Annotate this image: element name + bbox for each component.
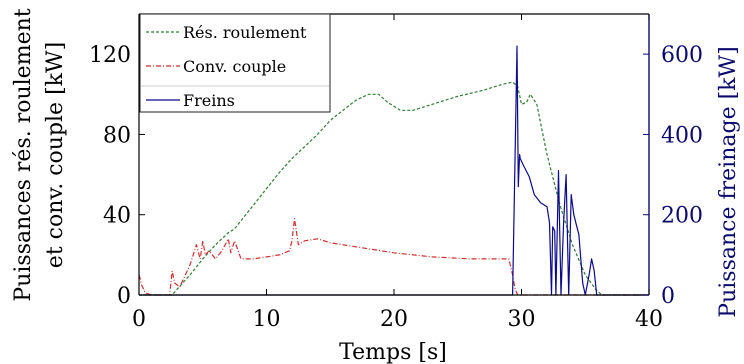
y-left-tick-label: 120	[89, 43, 131, 68]
x-tick-label: 40	[635, 307, 663, 332]
x-tick-label: 30	[508, 307, 536, 332]
legend-box	[139, 13, 331, 113]
legend-label-freins: Freins	[183, 91, 235, 110]
y-axis-title-right: Puissance freinage [kW]	[716, 46, 741, 317]
legend-label-conv-couple: Conv. couple	[183, 57, 286, 76]
y-axis-title-left-line2: et conv. couple [kW]	[43, 42, 68, 268]
y-left-tick-label: 40	[103, 204, 131, 229]
legend-label-res-roulement: Rés. roulement	[183, 23, 307, 42]
y-right-tick-label: 600	[661, 43, 703, 68]
x-axis-title: Temps [s]	[339, 340, 447, 364]
series-line-freins	[139, 45, 649, 296]
y-right-tick-label: 200	[661, 204, 703, 229]
y-left-tick-label: 0	[117, 284, 131, 309]
series-line-conv-couple	[138, 218, 649, 296]
x-tick-label: 0	[132, 307, 146, 332]
y-axis-title-left-line1: Puissances rés. roulement	[11, 8, 36, 301]
series-line-res-roulement	[139, 81, 649, 296]
x-tick-label: 10	[253, 307, 281, 332]
x-tick-label: 20	[380, 307, 408, 332]
y-right-tick-label: 400	[661, 123, 703, 148]
legend: Rés. roulement Conv. couple Freins	[139, 13, 331, 113]
y-left-tick-label: 80	[103, 123, 131, 148]
y-right-tick-label: 0	[661, 284, 675, 309]
